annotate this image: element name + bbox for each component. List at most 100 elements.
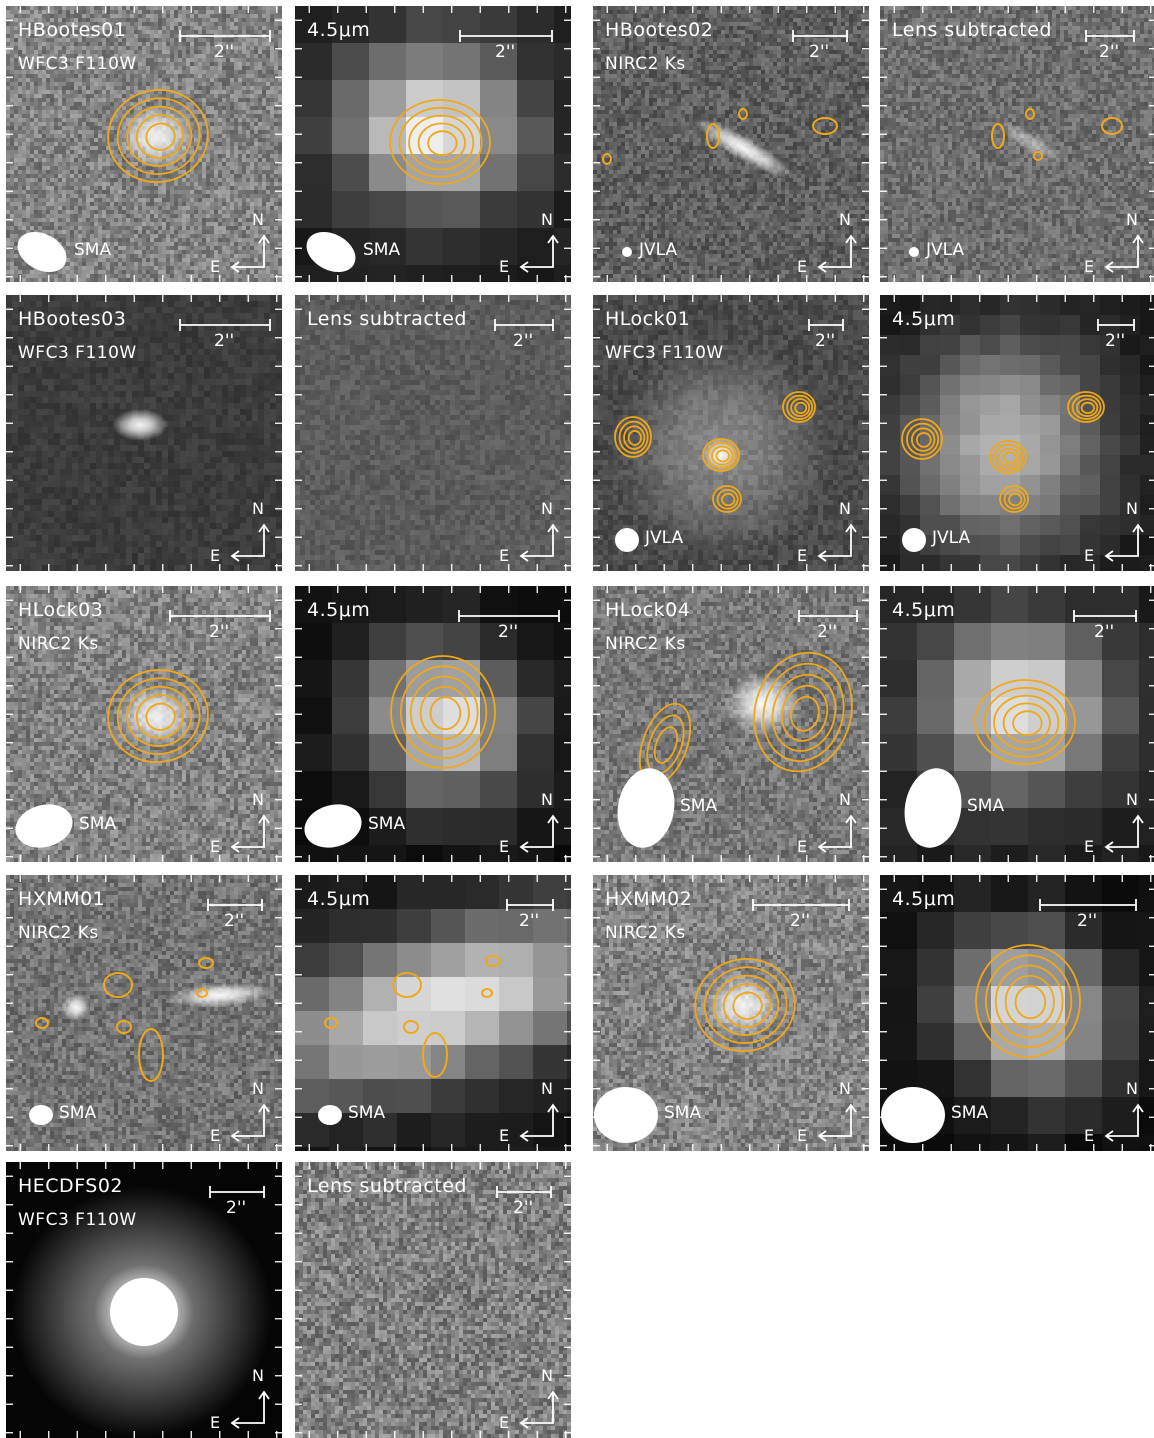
scale-bar-label: 2'' <box>226 1198 246 1218</box>
beam-label: SMA <box>680 796 717 816</box>
source-glow <box>62 993 90 1021</box>
compass-east-label: E <box>210 1413 220 1432</box>
noise-texture <box>295 295 571 571</box>
panel-title: 4.5μm <box>307 19 370 41</box>
contour-set <box>974 679 1076 765</box>
panel-hbootes03-wfc3: HBootes03 WFC3 F110W 2'' N E <box>6 295 282 571</box>
noise-texture <box>6 295 282 571</box>
contour-set <box>602 108 838 165</box>
beam-ellipse <box>306 231 356 273</box>
panel-instrument: NIRC2 Ks <box>18 923 99 943</box>
compass-arrows <box>817 523 857 562</box>
scale-bar <box>496 1186 552 1198</box>
compass-north-label: N <box>541 210 553 229</box>
compass-arrows <box>230 234 270 273</box>
contour-set <box>1067 391 1105 423</box>
contour-set <box>614 416 652 458</box>
beam-ellipse <box>29 1105 53 1125</box>
beam-label: SMA <box>74 240 111 260</box>
compass-arrows <box>230 1103 270 1142</box>
contour-set <box>390 655 496 769</box>
compass-north-label: N <box>541 1079 553 1098</box>
compass-east-label: E <box>1084 546 1094 565</box>
panel-instrument: NIRC2 Ks <box>605 634 686 654</box>
axis-ticks <box>593 6 869 282</box>
compass-east-label: E <box>797 546 807 565</box>
contour-set <box>991 108 1123 161</box>
panel-image <box>593 875 869 1151</box>
panel-hlock01-wfc3: HLock01 WFC3 F110W 2'' JVLA N E <box>593 295 869 571</box>
scale-bar <box>1097 319 1135 331</box>
compass-arrows <box>230 814 270 853</box>
scale-bar <box>169 610 271 622</box>
compass-north-label: N <box>541 1366 553 1385</box>
axis-ticks <box>295 1162 571 1438</box>
scale-bar <box>798 610 858 622</box>
panel-image <box>593 586 869 862</box>
noise-texture <box>6 875 282 1151</box>
scale-bar <box>459 30 553 42</box>
scale-bar-label: 2'' <box>1094 622 1114 642</box>
beam-label: SMA <box>59 1103 96 1123</box>
panel-title: 4.5μm <box>892 308 955 330</box>
contour-set <box>35 957 214 1082</box>
panel-image <box>295 1162 571 1438</box>
panel-title: Lens subtracted <box>892 19 1052 41</box>
scale-bar-label: 2'' <box>513 331 533 351</box>
compass-north-label: N <box>252 1079 264 1098</box>
beam-ellipse <box>904 768 962 848</box>
scale-bar <box>1085 30 1135 42</box>
axis-ticks <box>295 295 571 571</box>
beam-label: JVLA <box>932 528 970 548</box>
beam-ellipse <box>594 1087 658 1143</box>
panel-image <box>880 6 1154 282</box>
axis-ticks <box>295 6 571 282</box>
panel-hbootes01-wfc3: HBootes01 WFC3 F110W 2'' SMA N E <box>6 6 282 282</box>
panel-title: HLock03 <box>18 599 103 621</box>
axis-ticks <box>6 295 282 571</box>
compass-arrows <box>817 1103 857 1142</box>
contour-set <box>999 485 1029 513</box>
scale-bar <box>808 319 844 331</box>
beam-ellipse <box>318 1105 342 1125</box>
scale-bar-label: 2'' <box>495 42 515 62</box>
scale-bar-label: 2'' <box>809 42 829 62</box>
panel-title: 4.5μm <box>892 888 955 910</box>
compass-north-label: N <box>1126 210 1138 229</box>
source-glow <box>692 117 794 179</box>
scale-bar <box>179 30 271 42</box>
panel-instrument: WFC3 F110W <box>18 1210 137 1230</box>
compass-north-label: N <box>541 790 553 809</box>
compass-north-label: N <box>839 1079 851 1098</box>
compass-arrows <box>230 1390 270 1429</box>
compass-east-label: E <box>499 1413 509 1432</box>
panel-hxmm02-nirc2: HXMM02 NIRC2 Ks 2'' SMA N E <box>593 875 869 1151</box>
scale-bar <box>494 319 554 331</box>
panel-hlock03-irac: 4.5μm 2'' SMA N E <box>295 586 571 862</box>
panel-image <box>593 295 869 571</box>
contour-set <box>107 668 209 764</box>
panel-image <box>6 295 282 571</box>
beam-label: SMA <box>363 240 400 260</box>
contour-set <box>782 391 816 423</box>
compass-east-label: E <box>210 546 220 565</box>
panel-hlock04-nirc2: HLock04 NIRC2 Ks 2'' SMA N E <box>593 586 869 862</box>
axis-ticks <box>295 586 571 862</box>
compass-north-label: N <box>839 210 851 229</box>
panel-hbootes02-sub: Lens subtracted 2'' JVLA N E <box>880 6 1154 282</box>
panel-title: HBootes02 <box>605 19 713 41</box>
compass-arrows <box>519 523 559 562</box>
contour-set <box>702 438 740 472</box>
scale-bar <box>1073 610 1137 622</box>
scale-bar-label: 2'' <box>214 42 234 62</box>
beam-label: JVLA <box>645 528 683 548</box>
beam-label: SMA <box>79 814 116 834</box>
beam-ellipse <box>304 804 362 848</box>
panel-instrument: WFC3 F110W <box>18 343 137 363</box>
panel-hecdfs02-wfc3: HECDFS02 WFC3 F110W 2'' N E <box>6 1162 282 1438</box>
compass-east-label: E <box>210 257 220 276</box>
scale-bar-label: 2'' <box>1077 911 1097 931</box>
panel-image <box>6 1162 282 1438</box>
source-glow <box>998 122 1062 162</box>
beam-label: SMA <box>664 1103 701 1123</box>
